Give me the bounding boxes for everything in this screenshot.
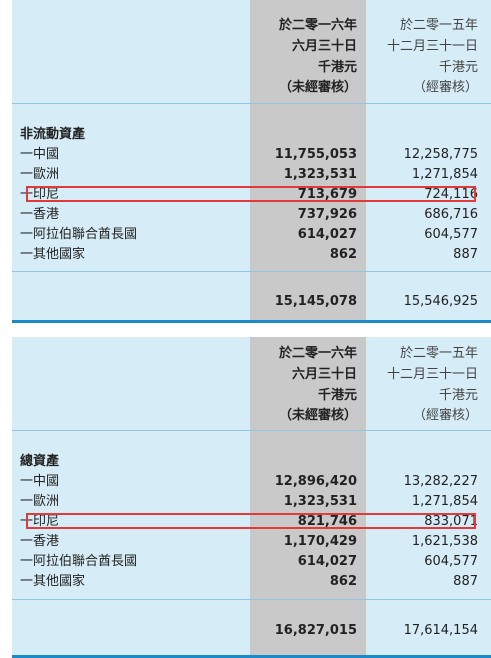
total-row: 16,827,015 17,614,154 bbox=[12, 621, 491, 641]
row-value-2016: 737,926 bbox=[297, 207, 357, 222]
total-divider bbox=[12, 271, 491, 272]
total-assets-table: 於二零一六年 六月三十日 千港元 （未經審核） 於二零一五年 十二月三十一日 千… bbox=[12, 337, 491, 658]
table-row: 一阿拉伯聯合酋長國 614,027 604,577 bbox=[12, 552, 491, 572]
total-value-2015: 15,546,925 bbox=[403, 294, 478, 309]
header-divider bbox=[12, 103, 491, 104]
row-value-2016: 862 bbox=[329, 574, 357, 589]
table-row: 一香港 737,926 686,716 bbox=[12, 205, 491, 225]
header-divider bbox=[12, 430, 491, 431]
col1-header-unit: 千港元 bbox=[317, 60, 357, 75]
table-row: 一中國 11,755,053 12,258,775 bbox=[12, 145, 491, 165]
row-label: 一歐洲 bbox=[20, 167, 60, 182]
row-label: 一其他國家 bbox=[20, 574, 86, 589]
col2-header-status: （經審核） bbox=[412, 408, 478, 423]
row-value-2016: 821,746 bbox=[297, 514, 357, 529]
table-row: 一其他國家 862 887 bbox=[12, 245, 491, 265]
table-row-highlighted: 一印尼 821,746 833,071 bbox=[12, 512, 491, 532]
row-value-2015: 686,716 bbox=[424, 207, 478, 222]
row-label: 一阿拉伯聯合酋長國 bbox=[20, 554, 138, 569]
table-row: 一其他國家 862 887 bbox=[12, 572, 491, 592]
col2-header-line2: 十二月三十一日 bbox=[386, 367, 478, 382]
col1-header-line1: 於二零一六年 bbox=[278, 18, 357, 33]
col2-header-line1: 於二零一五年 bbox=[399, 18, 478, 33]
table-row: 一歐洲 1,323,531 1,271,854 bbox=[12, 492, 491, 512]
section-title: 非流動資產 bbox=[20, 127, 86, 142]
row-label: 一印尼 bbox=[20, 187, 60, 202]
total-value-2016: 16,827,015 bbox=[274, 623, 357, 638]
row-value-2016: 862 bbox=[329, 247, 357, 262]
row-value-2015: 13,282,227 bbox=[403, 474, 478, 489]
row-value-2015: 887 bbox=[453, 247, 478, 262]
row-value-2016: 12,896,420 bbox=[274, 474, 357, 489]
row-value-2015: 724,116 bbox=[424, 187, 478, 202]
current-period-column-shade bbox=[250, 337, 366, 655]
row-value-2015: 1,271,854 bbox=[411, 167, 478, 182]
row-label: 一印尼 bbox=[20, 514, 60, 529]
row-value-2016: 614,027 bbox=[297, 554, 357, 569]
table-row: 一香港 1,170,429 1,621,538 bbox=[12, 532, 491, 552]
col2-header-line2: 十二月三十一日 bbox=[386, 39, 478, 54]
row-value-2015: 1,271,854 bbox=[411, 494, 478, 509]
col2-header-unit: 千港元 bbox=[438, 60, 478, 75]
col1-header-line1: 於二零一六年 bbox=[278, 346, 357, 361]
highlight-box-indonesia bbox=[26, 513, 476, 529]
row-label: 一歐洲 bbox=[20, 494, 60, 509]
col1-header-line2: 六月三十日 bbox=[291, 39, 357, 54]
table-bottom-rule bbox=[12, 655, 491, 658]
non-current-assets-table: 於二零一六年 六月三十日 千港元 （未經審核） 於二零一五年 十二月三十一日 千… bbox=[12, 0, 491, 323]
col1-header-status: （未經審核） bbox=[278, 80, 357, 95]
highlight-box-indonesia bbox=[26, 186, 476, 202]
col1-header-line2: 六月三十日 bbox=[291, 367, 357, 382]
row-value-2016: 11,755,053 bbox=[274, 147, 357, 162]
table-row-highlighted: 一印尼 713,679 724,116 bbox=[12, 185, 491, 205]
current-period-column-shade bbox=[250, 0, 366, 320]
section-title: 總資產 bbox=[20, 454, 60, 469]
row-value-2015: 1,621,538 bbox=[411, 534, 478, 549]
row-label: 一中國 bbox=[20, 147, 60, 162]
row-value-2016: 1,323,531 bbox=[283, 494, 357, 509]
row-label: 一阿拉伯聯合酋長國 bbox=[20, 227, 138, 242]
row-label: 一其他國家 bbox=[20, 247, 86, 262]
row-label: 一香港 bbox=[20, 534, 60, 549]
total-row: 15,145,078 15,546,925 bbox=[12, 292, 491, 312]
table-row: 一中國 12,896,420 13,282,227 bbox=[12, 472, 491, 492]
row-value-2016: 713,679 bbox=[297, 187, 357, 202]
row-value-2015: 887 bbox=[453, 574, 478, 589]
row-value-2015: 12,258,775 bbox=[403, 147, 478, 162]
total-value-2015: 17,614,154 bbox=[403, 623, 478, 638]
col2-header-status: （經審核） bbox=[412, 80, 478, 95]
row-value-2016: 614,027 bbox=[297, 227, 357, 242]
row-value-2016: 1,170,429 bbox=[283, 534, 357, 549]
col1-header-unit: 千港元 bbox=[317, 388, 357, 403]
total-divider bbox=[12, 599, 491, 600]
row-value-2015: 604,577 bbox=[424, 554, 478, 569]
row-label: 一中國 bbox=[20, 474, 60, 489]
total-value-2016: 15,145,078 bbox=[274, 294, 357, 309]
table-row: 一阿拉伯聯合酋長國 614,027 604,577 bbox=[12, 225, 491, 245]
col2-header-line1: 於二零一五年 bbox=[399, 346, 478, 361]
col1-header-status: （未經審核） bbox=[278, 408, 357, 423]
row-label: 一香港 bbox=[20, 207, 60, 222]
table-bottom-rule bbox=[12, 320, 491, 323]
col2-header-unit: 千港元 bbox=[438, 388, 478, 403]
row-value-2016: 1,323,531 bbox=[283, 167, 357, 182]
row-value-2015: 604,577 bbox=[424, 227, 478, 242]
table-row: 一歐洲 1,323,531 1,271,854 bbox=[12, 165, 491, 185]
row-value-2015: 833,071 bbox=[424, 514, 478, 529]
